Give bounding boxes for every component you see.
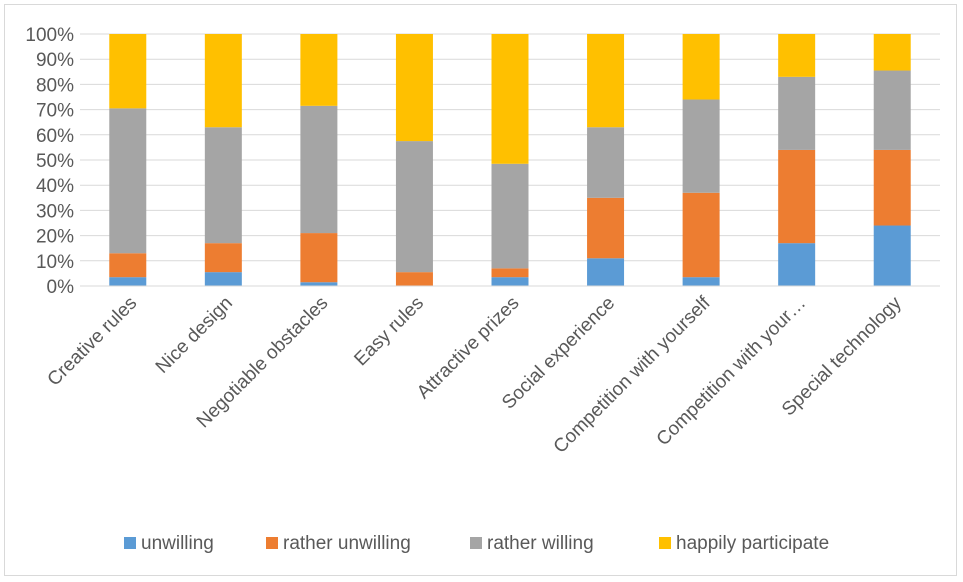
- bar-segment: [587, 197, 625, 259]
- y-tick-label: 90%: [36, 50, 74, 71]
- bar-segment: [491, 277, 529, 286]
- legend-swatch: [266, 537, 278, 549]
- bar-segment: [873, 34, 911, 71]
- bar-segment: [109, 34, 147, 109]
- y-tick-label: 10%: [36, 252, 74, 273]
- bar-segment: [300, 105, 338, 234]
- legend-label: unwilling: [141, 533, 214, 554]
- x-category-label: Competition with yourself: [550, 292, 715, 457]
- bar-segment: [778, 34, 816, 77]
- bar-segment: [395, 34, 433, 142]
- bar-segment: [395, 141, 433, 273]
- bar-segment: [682, 192, 720, 278]
- bar-segment: [204, 34, 242, 128]
- y-tick-label: 20%: [36, 227, 74, 248]
- bar-segment: [778, 243, 816, 286]
- y-tick-label: 0%: [47, 277, 75, 298]
- bar-segment: [587, 34, 625, 128]
- y-tick-label: 50%: [36, 151, 74, 172]
- bar-segment: [204, 272, 242, 286]
- bar-segment: [587, 127, 625, 198]
- x-category-label: Nice design: [152, 293, 237, 378]
- bars: [109, 34, 911, 286]
- bar-segment: [778, 76, 816, 150]
- bar-segment: [491, 34, 529, 164]
- bar-segment: [204, 127, 242, 244]
- x-category-label: Attractive prizes: [413, 293, 523, 403]
- legend-swatch: [659, 537, 671, 549]
- bar-segment: [109, 108, 147, 254]
- bar-segment: [682, 277, 720, 286]
- bar-segment: [873, 225, 911, 286]
- bar-segment: [300, 282, 338, 286]
- x-category-label: Easy rules: [350, 293, 428, 371]
- legend-label: rather willing: [487, 533, 594, 554]
- bar-segment: [778, 149, 816, 244]
- y-tick-label: 40%: [36, 176, 74, 197]
- legend-label: happily participate: [676, 533, 829, 554]
- legend-swatch: [470, 537, 482, 549]
- bar-segment: [395, 272, 433, 286]
- legend: unwilling rather unwilling rather willing h…: [124, 533, 829, 554]
- bar-segment: [300, 233, 338, 283]
- bar-segment: [491, 268, 529, 278]
- bar-segment: [682, 34, 720, 100]
- bar-segment: [109, 253, 147, 278]
- bar-segment: [491, 163, 529, 269]
- bar-segment: [109, 277, 147, 286]
- bar-segment: [587, 258, 625, 286]
- legend-swatch: [124, 537, 136, 549]
- y-tick-label: 80%: [36, 75, 74, 96]
- bar-segment: [300, 34, 338, 106]
- x-category-label: Creative rules: [44, 293, 142, 391]
- bar-segment: [682, 99, 720, 193]
- y-tick-label: 30%: [36, 201, 74, 222]
- y-axis-tick-labels: 0% 10% 20% 30% 40% 50% 60% 70% 80% 90% 100%: [25, 25, 74, 298]
- bar-segment: [873, 70, 911, 150]
- y-tick-label: 70%: [36, 101, 74, 122]
- y-tick-label: 60%: [36, 126, 74, 147]
- bar-segment: [204, 243, 242, 273]
- y-tick-label: 100%: [25, 25, 74, 46]
- bar-segment: [873, 149, 911, 226]
- legend-label: rather unwilling: [283, 533, 411, 554]
